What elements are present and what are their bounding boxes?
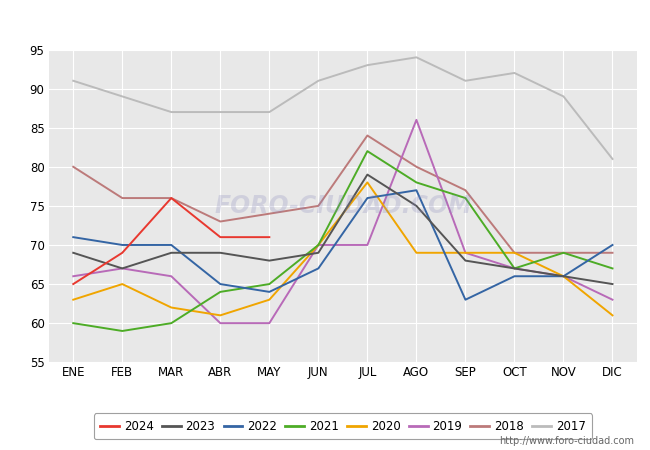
Legend: 2024, 2023, 2022, 2021, 2020, 2019, 2018, 2017: 2024, 2023, 2022, 2021, 2020, 2019, 2018… [94, 413, 592, 439]
Text: http://www.foro-ciudad.com: http://www.foro-ciudad.com [499, 436, 634, 446]
Text: FORO-CIUDAD.COM: FORO-CIUDAD.COM [214, 194, 472, 218]
Text: Afiliados en Cañamares a 31/5/2024: Afiliados en Cañamares a 31/5/2024 [167, 13, 483, 31]
